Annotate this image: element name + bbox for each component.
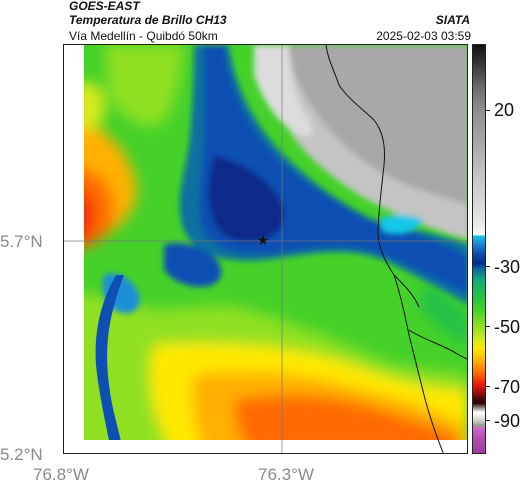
colorbar-label: -30	[494, 257, 521, 277]
colorbar-label: -90	[494, 411, 521, 431]
route-subtitle: Vía Medellín - Quibdó 50km	[69, 29, 218, 43]
colorbar-label: 20	[494, 100, 515, 120]
colorbar-label: -70	[494, 377, 521, 397]
colorbar-tick	[486, 386, 490, 387]
colorbar-label: -50	[494, 317, 521, 337]
map-canvas: ★	[64, 45, 467, 453]
clear-region	[254, 45, 467, 240]
lat-tick-label: 5.2°N	[0, 445, 43, 464]
border-line-3	[393, 274, 420, 308]
lon-tick-label: 76.8°W	[33, 465, 89, 484]
colorbar-gradient	[473, 45, 485, 453]
organization-label: SIATA	[435, 13, 470, 27]
brightness-temperature-map[interactable]: ★	[63, 44, 468, 454]
colorbar-tick	[486, 110, 490, 111]
star-icon: ★	[257, 233, 270, 249]
colorbar-tick	[486, 266, 490, 267]
colorbar-tick	[486, 326, 490, 327]
lat-tick-label: 5.7°N	[0, 232, 43, 251]
timestamp: 2025-02-03 03:59	[376, 29, 471, 43]
product-title: Temperatura de Brillo CH13	[69, 13, 227, 27]
border-line-2	[408, 329, 467, 360]
lon-tick-label: 76.3°W	[258, 465, 314, 484]
western-cold-line	[95, 275, 124, 453]
colorbar-tick	[486, 420, 490, 421]
border-line	[325, 45, 444, 453]
colorbar	[472, 44, 486, 454]
satellite-name: GOES-EAST	[69, 0, 140, 13]
